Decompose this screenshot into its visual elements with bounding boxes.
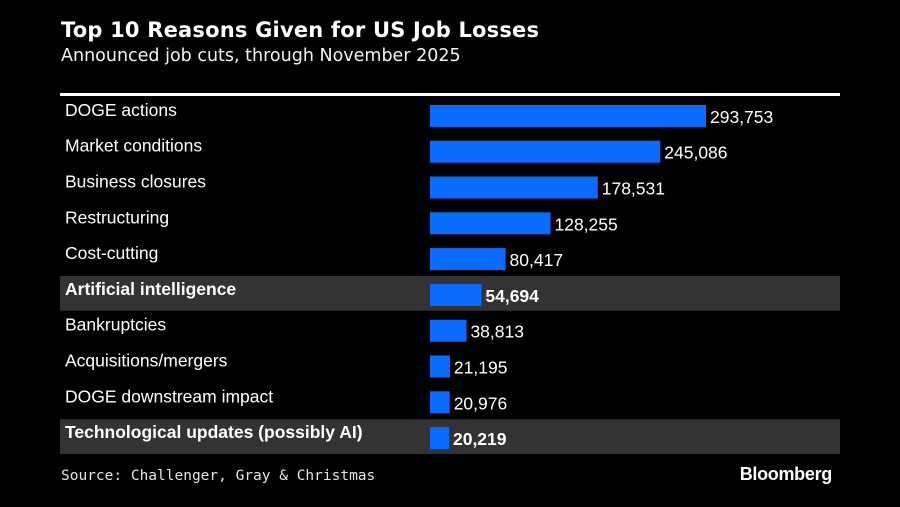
bloomberg-logo: Bloomberg — [739, 464, 833, 484]
bar — [430, 283, 482, 306]
category-label: DOGE actions — [65, 100, 177, 120]
category-label: Technological updates (possibly AI) — [65, 422, 363, 442]
value-label: 80,417 — [510, 250, 564, 270]
top-rule-divider — [60, 93, 840, 96]
value-label: 54,694 — [485, 286, 539, 306]
value-label: 20,976 — [454, 393, 508, 413]
value-label: 245,086 — [664, 143, 727, 163]
value-label: 20,219 — [453, 429, 507, 449]
category-label: Artificial intelligence — [65, 279, 236, 299]
bar — [430, 391, 450, 414]
value-label: 21,195 — [454, 358, 508, 378]
highlight-band — [60, 419, 840, 454]
value-label: 128,255 — [555, 214, 618, 234]
bar — [430, 248, 506, 271]
bar — [430, 212, 551, 235]
category-label: Market conditions — [65, 136, 202, 156]
value-label: 293,753 — [710, 107, 773, 127]
category-label: Restructuring — [65, 207, 169, 227]
category-label: Bankruptcies — [65, 315, 166, 335]
category-label: Acquisitions/mergers — [65, 351, 228, 371]
value-label: 178,531 — [602, 179, 665, 199]
bar — [430, 355, 450, 378]
chart-title: Top 10 Reasons Given for US Job Losses — [61, 18, 540, 42]
chart-subtitle: Announced job cuts, through November 202… — [61, 46, 461, 66]
bar — [430, 427, 449, 450]
bar — [430, 319, 467, 342]
category-label: Cost-cutting — [65, 243, 158, 263]
bar — [430, 176, 598, 199]
category-label: Business closures — [65, 172, 206, 192]
category-label: DOGE downstream impact — [65, 386, 273, 406]
bar — [430, 140, 661, 163]
value-label: 38,813 — [470, 322, 524, 342]
source-note: Source: Challenger, Gray & Christmas — [61, 468, 376, 484]
bar — [430, 104, 706, 127]
